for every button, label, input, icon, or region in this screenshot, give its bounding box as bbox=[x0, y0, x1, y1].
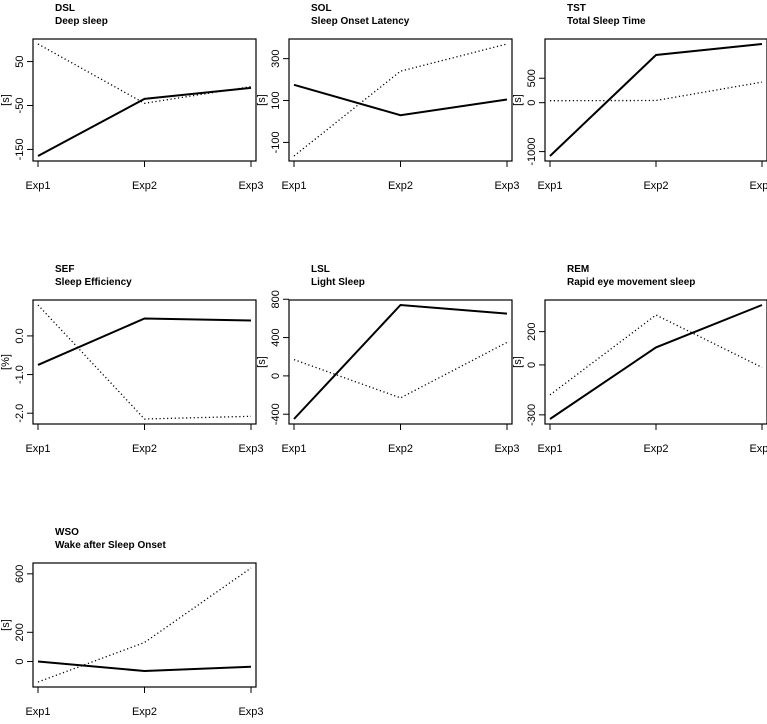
x-tick-label: Exp1 bbox=[281, 443, 306, 455]
y-tick-label: 300 bbox=[270, 49, 282, 67]
plot-frame bbox=[288, 299, 513, 425]
series-solid-line bbox=[293, 83, 508, 117]
y-tick-label: -1000 bbox=[526, 138, 538, 166]
y-tick-label: 0.0 bbox=[14, 328, 26, 343]
series-dotted-line bbox=[293, 43, 508, 157]
y-axis-label: [s] bbox=[0, 94, 12, 106]
x-tick-label: Exp1 bbox=[537, 180, 562, 192]
panel-sol: SOL Sleep Onset Latency [s] -100 100 300 Exp1 E… bbox=[256, 3, 520, 192]
panel-code-label: TST bbox=[567, 3, 586, 14]
y-tick-label: -300 bbox=[526, 404, 538, 426]
panel-wso: WSO Wake after Sleep Onset [s] 0 200 600 Exp1 E… bbox=[0, 527, 264, 718]
x-tick-label: Exp2 bbox=[388, 180, 413, 192]
series-dotted-line bbox=[37, 43, 252, 104]
y-tick-label: -400 bbox=[270, 403, 282, 425]
panel-code-label: DSL bbox=[55, 3, 75, 14]
y-axis-label: [s] bbox=[0, 619, 12, 631]
y-tick-label: 200 bbox=[526, 322, 538, 340]
y-tick-label: 0 bbox=[14, 658, 26, 664]
panel-title: Sleep Onset Latency bbox=[311, 16, 410, 27]
x-tick-label: Exp3 bbox=[238, 443, 263, 455]
series-solid-line bbox=[37, 660, 252, 673]
panel-rem: REM Rapid eye movement sleep [s] -300 0 200 Ex… bbox=[512, 264, 767, 455]
y-tick-label: 0 bbox=[526, 362, 538, 368]
y-tick-label: 400 bbox=[270, 328, 282, 346]
panel-title: Light Sleep bbox=[311, 277, 365, 288]
y-axis-label: [s] bbox=[256, 356, 268, 368]
y-tick-label: 200 bbox=[14, 623, 26, 641]
y-tick-label: 0 bbox=[270, 373, 282, 379]
y-tick-label: 500 bbox=[526, 69, 538, 87]
panel-title: Deep sleep bbox=[55, 16, 108, 27]
y-axis-label: [s] bbox=[256, 94, 268, 106]
y-tick-label: 50 bbox=[14, 55, 26, 67]
series-solid-line bbox=[37, 317, 252, 366]
x-tick-label: Exp3 bbox=[494, 180, 519, 192]
y-axis-label: [%] bbox=[0, 354, 12, 370]
y-tick-label: -1.0 bbox=[14, 365, 26, 384]
series-dotted-line bbox=[37, 304, 252, 420]
y-tick-label: -50 bbox=[14, 98, 26, 114]
x-tick-label: Exp3 bbox=[238, 180, 263, 192]
y-axis-label: [s] bbox=[512, 356, 524, 368]
y-tick-label: -100 bbox=[270, 131, 282, 153]
x-tick-label: Exp2 bbox=[643, 443, 668, 455]
panel-code-label: SEF bbox=[55, 264, 74, 275]
x-tick-label: Exp2 bbox=[132, 443, 157, 455]
x-tick-label: Exp3 bbox=[238, 706, 263, 718]
x-tick-label: Exp1 bbox=[281, 180, 306, 192]
x-tick-label: Exp2 bbox=[388, 443, 413, 455]
series-dotted-line bbox=[549, 81, 763, 102]
y-tick-label: 800 bbox=[270, 290, 282, 308]
series-solid-line bbox=[549, 304, 763, 420]
y-axis-label: [s] bbox=[512, 94, 524, 106]
panel-tst: TST Total Sleep Time [s] -1000 0 500 Exp1 Exp2 E… bbox=[512, 3, 767, 192]
panel-dsl: DSL Deep sleep [s] -150 -50 50 Exp1 Exp2 Exp3 bbox=[0, 3, 264, 192]
x-tick-label: Exp1 bbox=[25, 443, 50, 455]
panel-code-label: SOL bbox=[311, 3, 332, 14]
panel-title: Total Sleep Time bbox=[567, 16, 646, 27]
panel-code-label: LSL bbox=[311, 264, 330, 275]
x-tick-label: Exp1 bbox=[25, 706, 50, 718]
series-dotted-line bbox=[549, 314, 763, 396]
panel-title: Rapid eye movement sleep bbox=[567, 277, 695, 288]
x-tick-label: Exp2 bbox=[132, 180, 157, 192]
x-tick-label: Exp3 bbox=[749, 443, 767, 455]
series-dotted-line bbox=[293, 341, 508, 399]
y-tick-label: 100 bbox=[270, 91, 282, 109]
series-solid-line bbox=[549, 43, 763, 157]
series-solid-line bbox=[293, 303, 508, 420]
x-tick-label: Exp1 bbox=[537, 443, 562, 455]
panel-code-label: WSO bbox=[55, 527, 79, 538]
plot-frame bbox=[544, 299, 767, 425]
y-tick-label: -150 bbox=[14, 138, 26, 160]
y-tick-label: 0 bbox=[526, 100, 538, 106]
plot-frame bbox=[288, 38, 513, 162]
panel-sef: SEF Sleep Efficiency [%] -2.0 -1.0 0.0 Exp1 Exp… bbox=[0, 264, 264, 455]
x-tick-label: Exp1 bbox=[25, 180, 50, 192]
y-tick-label: -2.0 bbox=[14, 404, 26, 423]
panel-code-label: REM bbox=[567, 264, 589, 275]
x-tick-label: Exp3 bbox=[749, 180, 767, 192]
series-solid-line bbox=[37, 86, 252, 157]
y-tick-label: 600 bbox=[14, 565, 26, 583]
panel-title: Sleep Efficiency bbox=[55, 277, 132, 288]
x-tick-label: Exp3 bbox=[494, 443, 519, 455]
panel-title: Wake after Sleep Onset bbox=[55, 540, 166, 551]
panel-lsl: LSL Light Sleep [s] -400 0 400 800 Exp1 Exp2 Exp3 bbox=[256, 264, 520, 455]
x-tick-label: Exp2 bbox=[643, 180, 668, 192]
plot-frame bbox=[544, 38, 767, 162]
x-tick-label: Exp2 bbox=[132, 706, 157, 718]
